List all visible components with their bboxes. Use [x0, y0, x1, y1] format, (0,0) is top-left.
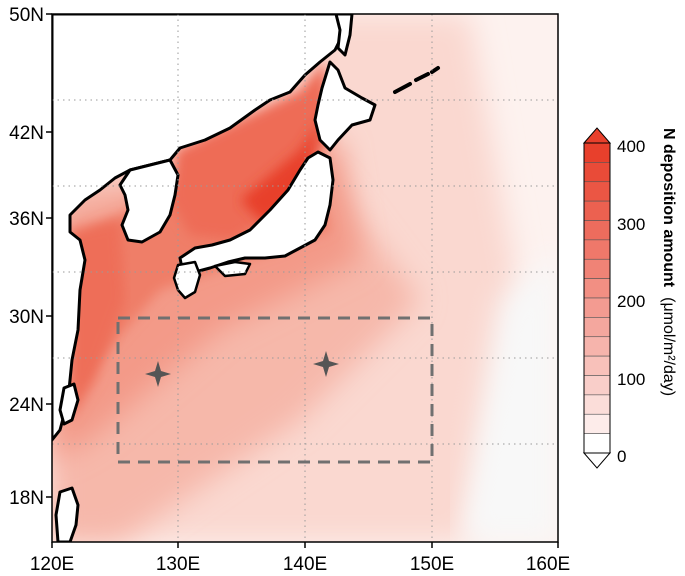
luzon — [54, 486, 80, 542]
colorbar-segment — [583, 258, 611, 279]
colorbar-segment — [583, 413, 611, 434]
colorbar: 400 300 200 100 0 N deposition amount (μm… — [582, 127, 677, 469]
station-markers — [145, 351, 339, 387]
sakhalin — [334, 14, 354, 57]
star-marker-icon — [313, 351, 339, 377]
colorbar-segment — [583, 162, 611, 183]
colorbar-segment — [583, 355, 611, 376]
colorbar-segment — [583, 200, 611, 221]
colorbar-segment — [583, 394, 611, 415]
korea — [118, 158, 180, 244]
graticule — [52, 14, 558, 542]
y-tick-label: 18N — [9, 488, 44, 509]
colorbar-frame — [583, 142, 611, 454]
y-axis-labels: 50N 42N 36N 30N 24N 18N — [9, 5, 44, 509]
study-region-box — [116, 316, 434, 464]
x-tick-label: 120E — [30, 554, 74, 575]
colorbar-segment — [583, 297, 611, 318]
x-tick-label: 150E — [410, 554, 454, 575]
taiwan — [58, 382, 80, 426]
colorbar-title-unit: (μmol/m²/day) — [660, 297, 677, 396]
colorbar-title: N deposition amount (μmol/m²/day) — [660, 128, 677, 396]
x-tick-label: 160E — [526, 554, 570, 575]
colorbar-tick-label: 400 — [617, 137, 645, 156]
x-tick-label: 140E — [283, 554, 327, 575]
colorbar-segment — [583, 220, 611, 241]
colorbar-tick-label: 200 — [617, 292, 645, 311]
y-tick-label: 30N — [9, 307, 44, 328]
y-tick-label: 50N — [9, 5, 44, 26]
star-marker-icon — [145, 361, 171, 387]
colorbar-max-arrow — [582, 127, 612, 144]
kyushu — [172, 260, 202, 300]
colorbar-tick-label: 0 — [617, 447, 626, 466]
colorbar-segment — [583, 181, 611, 202]
colorbar-segment — [583, 239, 611, 260]
colorbar-title-main: N deposition amount — [660, 128, 677, 288]
axis-ticks — [46, 13, 559, 548]
colorbar-tick-label: 300 — [617, 215, 645, 234]
colorbar-segments — [583, 142, 611, 454]
y-tick-label: 36N — [9, 209, 44, 230]
mainland-asia — [52, 14, 347, 442]
colorbar-segment — [583, 375, 611, 396]
x-tick-label: 130E — [156, 554, 200, 575]
landmasses — [52, 14, 440, 542]
y-tick-label: 42N — [9, 123, 44, 144]
hokkaido — [313, 60, 377, 152]
colorbar-tick-label: 100 — [617, 370, 645, 389]
colorbar-segment — [583, 433, 611, 454]
x-axis-labels: 120E 130E 140E 150E 160E — [30, 554, 570, 575]
kuril-islands — [393, 66, 440, 94]
colorbar-segment — [583, 317, 611, 338]
colorbar-segment — [583, 142, 611, 163]
colorbar-min-arrow — [582, 452, 612, 469]
colorbar-segment — [583, 336, 611, 357]
y-tick-label: 24N — [9, 395, 44, 416]
colorbar-segment — [583, 278, 611, 299]
honshu — [178, 150, 335, 274]
